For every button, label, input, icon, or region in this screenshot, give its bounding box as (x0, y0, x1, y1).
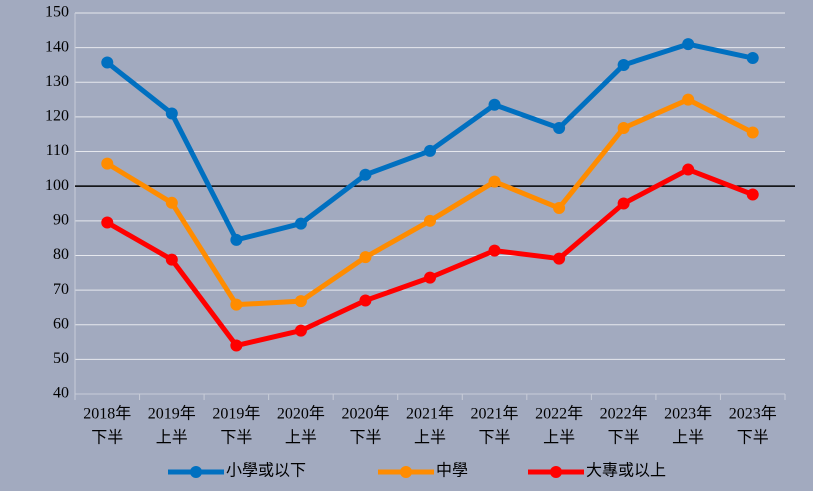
x-tick-label: 上半 (543, 429, 575, 447)
x-tick-label: 2021年 (406, 405, 454, 423)
data-point (294, 295, 307, 308)
x-tick-label: 2022年 (535, 405, 583, 423)
x-tick-label: 上半 (414, 429, 446, 447)
data-point (165, 253, 178, 266)
data-point (101, 157, 114, 170)
x-tick-label: 2020年 (277, 405, 325, 423)
data-point (488, 244, 501, 257)
data-point (746, 188, 759, 201)
x-tick-label: 2023年 (664, 405, 712, 423)
data-point (359, 294, 372, 307)
data-point (746, 126, 759, 139)
x-tick-label: 下半 (737, 429, 769, 447)
data-point (488, 175, 501, 188)
y-tick-label: 50 (53, 350, 69, 367)
data-point (682, 163, 695, 176)
y-tick-label: 150 (45, 4, 69, 21)
data-point (359, 168, 372, 181)
data-point (682, 38, 695, 51)
data-point (617, 197, 630, 210)
x-tick-label: 2021年 (471, 405, 519, 423)
legend-label: 中學 (436, 462, 468, 480)
legend-label: 大專或以上 (586, 462, 666, 480)
y-tick-label: 40 (53, 385, 69, 402)
y-tick-label: 120 (45, 108, 69, 125)
data-point (424, 144, 436, 157)
data-point (553, 121, 566, 134)
data-point (424, 214, 436, 227)
x-tick-label: 下半 (91, 429, 123, 447)
y-tick-label: 90 (53, 211, 69, 228)
x-tick-label: 2023年 (729, 405, 777, 423)
x-tick-label: 2019年 (148, 405, 196, 423)
legend-marker (190, 466, 202, 478)
x-tick-label: 下半 (608, 429, 640, 447)
x-tick-label: 2018年 (83, 405, 131, 423)
x-tick-label: 上半 (672, 429, 704, 447)
data-point (165, 107, 178, 120)
x-tick-label: 2020年 (341, 405, 389, 423)
x-tick-label: 上半 (156, 429, 188, 447)
data-point (359, 251, 372, 264)
data-point (101, 216, 114, 229)
data-point (294, 217, 307, 230)
x-tick-label: 下半 (479, 429, 511, 447)
y-tick-label: 110 (46, 142, 69, 159)
data-point (230, 298, 243, 311)
data-point (101, 56, 114, 69)
data-point (230, 233, 243, 246)
y-tick-label: 80 (53, 246, 69, 263)
data-point (746, 52, 759, 65)
legend-marker (550, 466, 562, 478)
series-line (105, 41, 754, 243)
x-tick-label: 2019年 (212, 405, 260, 423)
x-tick-label: 下半 (220, 429, 252, 447)
data-point (165, 196, 178, 209)
y-tick-label: 130 (45, 73, 69, 90)
data-point (617, 121, 630, 134)
data-point (682, 93, 695, 106)
data-point (424, 271, 436, 284)
data-point (230, 339, 243, 352)
y-tick-label: 100 (45, 177, 69, 194)
data-point (488, 98, 501, 111)
data-point (553, 202, 566, 215)
data-point (617, 58, 630, 71)
x-tick-label: 2022年 (600, 405, 648, 423)
y-tick-label: 60 (53, 315, 69, 332)
y-tick-label: 70 (53, 281, 69, 298)
x-tick-label: 上半 (285, 429, 317, 447)
x-tick-label: 下半 (349, 429, 381, 447)
legend-marker (400, 466, 412, 478)
y-tick-label: 140 (45, 38, 69, 55)
data-point (553, 252, 566, 265)
data-point (294, 324, 307, 337)
legend-label: 小學或以下 (226, 462, 306, 480)
